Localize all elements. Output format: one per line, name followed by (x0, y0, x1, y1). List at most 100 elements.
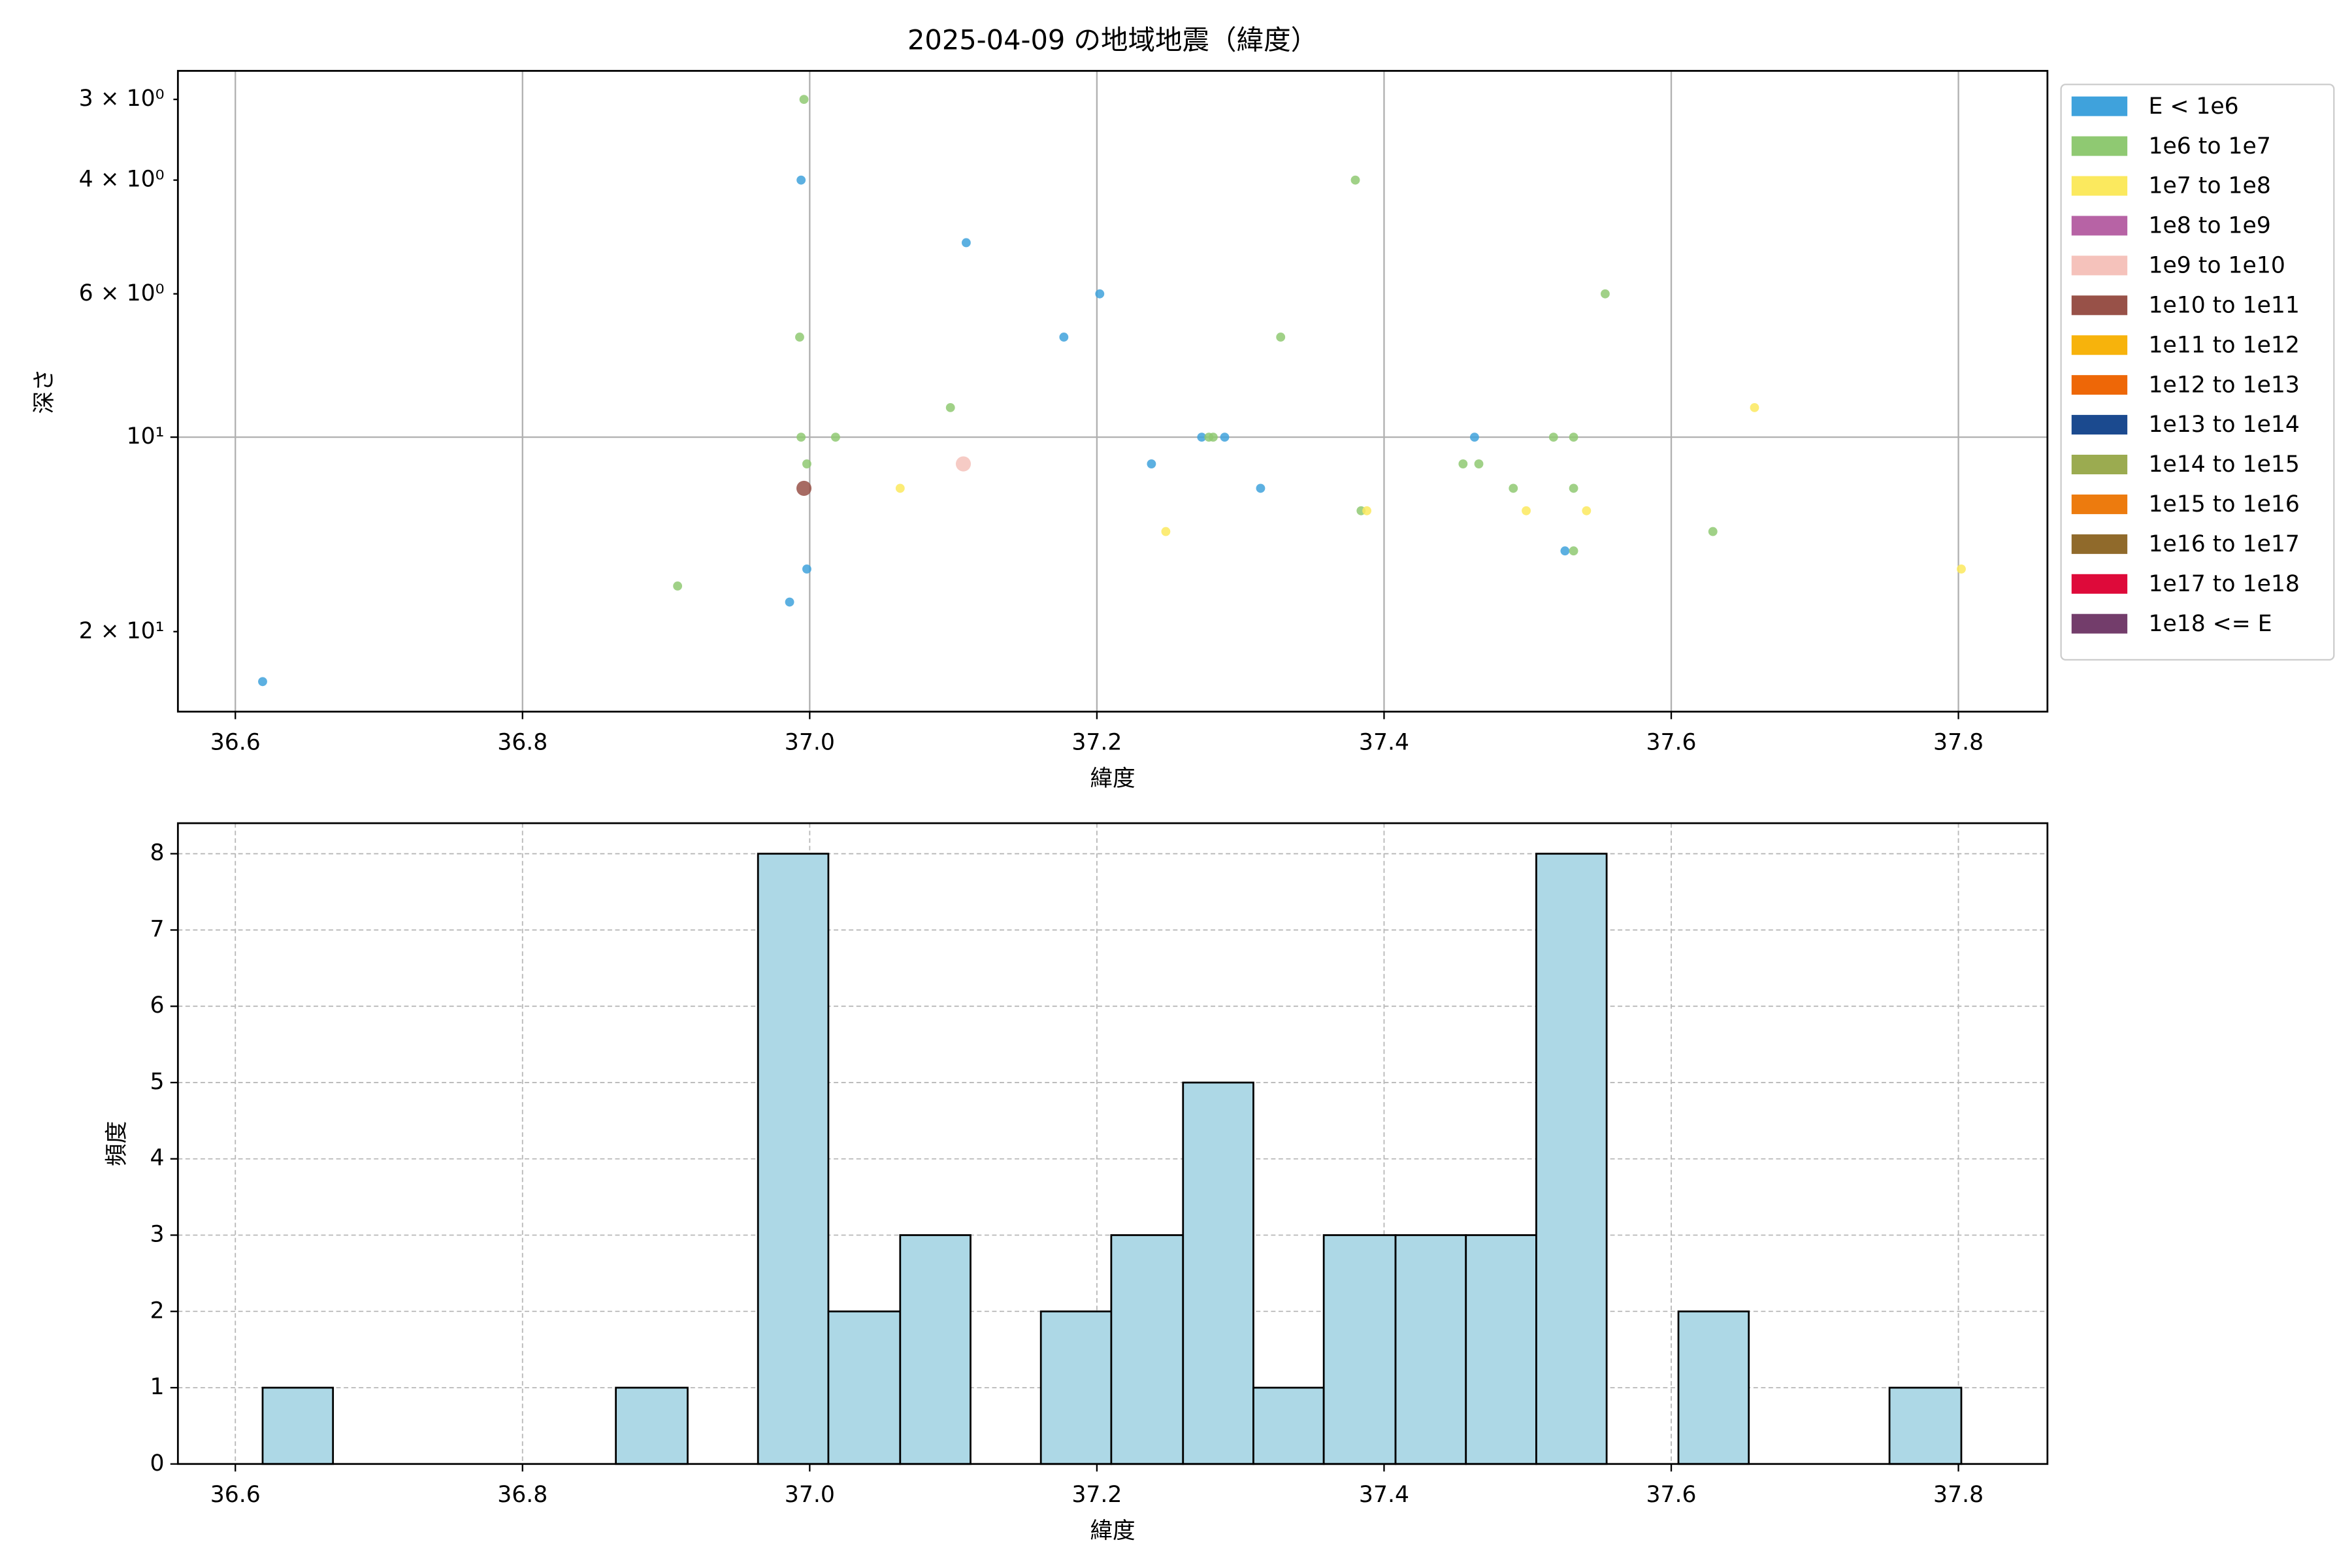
legend-label: 1e7 to 1e8 (2148, 173, 2270, 199)
legend-label: 1e17 to 1e18 (2148, 571, 2299, 597)
histogram-bar (899, 1234, 972, 1465)
legend-label: 1e13 to 1e14 (2148, 412, 2299, 438)
scatter-point (1197, 433, 1207, 442)
legend-swatch (2071, 295, 2128, 316)
histogram-bar (1677, 1310, 1750, 1465)
y-tick-label: 3 (150, 1221, 165, 1247)
scatter-point (1220, 433, 1230, 442)
scatter-point (1569, 546, 1578, 556)
histogram-bar (827, 1310, 902, 1465)
scatter-point (1569, 483, 1578, 493)
legend-label: E < 1e6 (2148, 93, 2238, 120)
scatter-point (1362, 506, 1372, 515)
legend-swatch (2071, 216, 2128, 236)
scatter-point (799, 95, 809, 105)
histogram-bar (1252, 1386, 1325, 1465)
legend-swatch (2071, 574, 2128, 594)
histogram-bar (615, 1386, 689, 1465)
legend-label: 1e14 to 1e15 (2148, 451, 2299, 478)
x-tick-label: 36.6 (210, 1482, 261, 1508)
x-tick-label: 37.2 (1071, 730, 1122, 756)
y-tick-label: 10¹ (127, 423, 165, 449)
plot-frame (176, 822, 2049, 1465)
scatter-point (895, 483, 905, 493)
scatter-point (1957, 564, 1966, 574)
x-tick-label: 37.0 (785, 1482, 835, 1508)
histogram-bar (1394, 1234, 1467, 1465)
x-tick-label: 36.8 (497, 1482, 547, 1508)
legend-label: 1e6 to 1e7 (2148, 133, 2270, 159)
scatter-point (955, 456, 972, 472)
scatter-point (1095, 289, 1105, 299)
scatter-point (1059, 333, 1069, 342)
x-tick-label: 37.6 (1646, 730, 1696, 756)
scatter-point (1601, 289, 1610, 299)
legend-swatch (2071, 255, 2128, 276)
y-tick-label: 3 × 10⁰ (79, 86, 165, 112)
scatter-point (1470, 433, 1479, 442)
y-tick-label: 0 (150, 1450, 165, 1477)
scatter-point (1569, 433, 1578, 442)
legend-swatch (2071, 455, 2128, 474)
y-tick-label: 4 × 10⁰ (79, 167, 165, 193)
x-tick-label: 36.6 (210, 730, 261, 756)
y-axis-label: 深さ (31, 368, 57, 414)
scatter-point (1708, 527, 1718, 536)
scatter-point (796, 175, 806, 185)
legend-box (2060, 84, 2335, 661)
scatter-point (258, 677, 267, 687)
y-tick-label: 1 (150, 1374, 165, 1400)
legend-label: 1e15 to 1e16 (2148, 491, 2299, 517)
y-tick-label: 4 (150, 1145, 165, 1171)
scatter-point (1509, 483, 1518, 493)
histogram-bar (1039, 1310, 1113, 1465)
histogram-bar (261, 1386, 335, 1465)
x-tick-label: 37.2 (1071, 1482, 1122, 1508)
scatter-point (796, 433, 806, 442)
scatter-point (1350, 175, 1360, 185)
scatter-point (1750, 402, 1759, 412)
scatter-point (1458, 459, 1468, 468)
y-tick-label: 2 × 10¹ (79, 618, 165, 644)
scatter-point (961, 238, 971, 248)
scatter-point (785, 597, 794, 607)
histogram-bar (757, 853, 830, 1465)
y-tick-label: 5 (150, 1069, 165, 1095)
legend-swatch (2071, 96, 2128, 116)
y-tick-label: 6 (150, 992, 165, 1019)
scatter-point (1582, 506, 1592, 515)
scatter-point (1548, 433, 1558, 442)
scatter-point (1522, 506, 1531, 515)
histogram-bar (1110, 1234, 1184, 1465)
scatter-point (1209, 433, 1218, 442)
legend-label: 1e16 to 1e17 (2148, 531, 2299, 557)
legend-swatch (2071, 335, 2128, 355)
scatter-point (1560, 546, 1570, 556)
x-axis-label: 緯度 (1090, 766, 1135, 792)
scatter-point (795, 333, 804, 342)
x-tick-label: 37.4 (1359, 730, 1409, 756)
scatter-point (796, 480, 812, 496)
scatter-point (830, 433, 840, 442)
scatter-point (1256, 483, 1266, 493)
x-tick-label: 36.8 (497, 730, 547, 756)
legend-label: 1e8 to 1e9 (2148, 213, 2270, 239)
y-axis-label: 頻度 (104, 1121, 130, 1166)
histogram-bar (1465, 1234, 1537, 1465)
scatter-point (1161, 527, 1171, 536)
histogram-bar (1322, 1234, 1397, 1465)
scatter-point (802, 564, 811, 574)
legend-label: 1e18 <= E (2148, 611, 2272, 637)
scatter-point (1474, 459, 1484, 468)
plot-frame (176, 70, 2049, 713)
scatter-point (1147, 459, 1156, 468)
x-tick-label: 37.8 (1933, 730, 1984, 756)
legend-label: 1e10 to 1e11 (2148, 292, 2299, 318)
y-tick-label: 2 (150, 1298, 165, 1324)
legend-swatch (2071, 415, 2128, 435)
x-tick-label: 37.8 (1933, 1482, 1984, 1508)
legend-swatch (2071, 375, 2128, 395)
histogram-bar (1535, 853, 1608, 1465)
